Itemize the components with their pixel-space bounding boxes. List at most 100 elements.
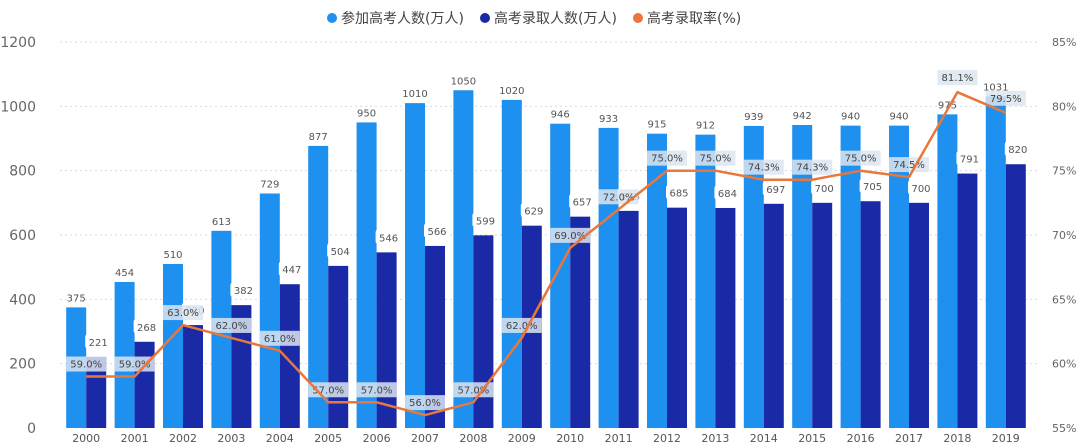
rate-label-bg: [985, 90, 1026, 106]
bar-admitted[interactable]: [134, 341, 155, 428]
x-tick: 2015: [798, 432, 826, 445]
rate-label: 56.0%: [409, 398, 441, 409]
rate-label-bg: [743, 159, 784, 175]
rate-label: 75.0%: [700, 154, 732, 165]
bar-label-applicants: 915: [647, 120, 666, 131]
bar-applicants[interactable]: [937, 114, 958, 428]
bar-admitted[interactable]: [812, 202, 833, 428]
x-tick: 2016: [847, 432, 875, 445]
rate-label: 72.0%: [603, 192, 635, 203]
bar-admitted[interactable]: [279, 284, 300, 428]
rate-label-bg: [259, 330, 300, 346]
bar-applicants[interactable]: [647, 133, 667, 429]
y-tick-left: 400: [9, 292, 36, 308]
bar-applicants[interactable]: [259, 193, 280, 428]
bar-applicants[interactable]: [792, 124, 813, 429]
bar-admitted[interactable]: [570, 216, 591, 428]
bar-label-admitted: 697: [766, 185, 785, 196]
bar-admitted[interactable]: [376, 252, 397, 428]
bar-applicants[interactable]: [598, 127, 619, 428]
bar-applicants[interactable]: [889, 125, 909, 428]
bar-admitted[interactable]: [183, 325, 203, 428]
legend-item-rate[interactable]: 高考录取率(%): [633, 10, 741, 27]
bar-admitted[interactable]: [618, 210, 639, 428]
bar-label-applicants: 454: [115, 268, 134, 279]
y-tick-left: 1200: [0, 35, 36, 51]
bar-applicants[interactable]: [695, 134, 716, 428]
bar-label-admitted: 700: [815, 184, 834, 195]
bar-label-admitted: 382: [234, 286, 253, 297]
bar-label-admitted-bg: [859, 178, 886, 194]
bar-applicants[interactable]: [163, 263, 183, 428]
x-axis: 2000 2001 2002 2003 2004 2005 2006 2007 2008 2009…: [72, 432, 1020, 445]
bar-applicants[interactable]: [405, 103, 425, 428]
bar-admitted[interactable]: [328, 265, 349, 428]
rate-label-bg: [647, 150, 687, 166]
rate-label: 69.0%: [554, 231, 586, 242]
x-tick: 2007: [411, 432, 439, 445]
bar-applicants[interactable]: [453, 90, 474, 428]
bar-applicants[interactable]: [308, 145, 329, 429]
bar-applicants[interactable]: [550, 123, 571, 428]
bar-applicants[interactable]: [501, 99, 522, 429]
legend[interactable]: 参加高考人数(万人) 高考录取人数(万人) 高考录取率(%): [327, 10, 741, 27]
y-tick-right: 70%: [1052, 229, 1076, 242]
x-tick: 2009: [508, 432, 536, 445]
legend-marker-admitted: [480, 13, 490, 23]
bar-label-admitted-bg: [811, 179, 838, 195]
bar-applicants[interactable]: [114, 281, 135, 428]
bar-admitted[interactable]: [473, 235, 494, 428]
bar-admitted[interactable]: [763, 203, 784, 428]
bar-label-admitted: 447: [282, 265, 301, 276]
bar-label-admitted: 684: [718, 189, 737, 200]
bar-admitted[interactable]: [667, 207, 687, 428]
legend-item-admitted[interactable]: 高考录取人数(万人): [480, 10, 617, 27]
bar-label-applicants: 1050: [451, 76, 476, 87]
legend-item-applicants[interactable]: 参加高考人数(万人): [327, 10, 464, 27]
rate-line-path[interactable]: [86, 90, 1007, 417]
rate-label: 74.5%: [893, 160, 925, 171]
bar-admitted[interactable]: [231, 305, 252, 428]
rate-label-bg: [163, 305, 203, 321]
bar-applicants[interactable]: [356, 122, 377, 429]
x-tick: 2001: [121, 432, 149, 445]
bar-label-admitted: 504: [331, 247, 350, 258]
bar-label-admitted: 221: [89, 338, 108, 349]
y-tick-right: 55%: [1052, 422, 1076, 435]
bar-label-applicants: 933: [599, 114, 618, 125]
rate-value-labels: 59.0% 59.0% 63.0% 62.0% 61.0% 57.0% 57.0% 56.0%…: [66, 70, 1026, 411]
bar-admitted[interactable]: [860, 201, 881, 428]
y-tick-left: 200: [9, 357, 36, 373]
bar-label-applicants: 939: [744, 112, 763, 123]
bar-label-admitted: 657: [573, 198, 592, 209]
bar-admitted[interactable]: [1005, 164, 1026, 428]
bar-label-admitted-bg: [278, 261, 305, 277]
bar-admitted[interactable]: [909, 202, 929, 428]
bar-label-applicants: 877: [309, 132, 328, 143]
bar-label-admitted: 268: [137, 323, 156, 334]
bar-label-admitted-bg: [375, 229, 402, 245]
bar-label-admitted-bg: [520, 202, 547, 218]
bar-admitted[interactable]: [715, 207, 736, 428]
legend-label-admitted: 高考录取人数(万人): [494, 10, 617, 27]
bar-applicants[interactable]: [840, 125, 861, 428]
x-tick: 2017: [895, 432, 923, 445]
bar-admitted[interactable]: [86, 356, 107, 428]
y-tick-left: 600: [9, 228, 36, 244]
bar-admitted[interactable]: [957, 173, 978, 428]
bar-label-admitted: 705: [863, 182, 882, 193]
bar-label-admitted-bg: [1004, 141, 1031, 157]
bar-label-applicants: 1031: [983, 82, 1008, 93]
bar-applicants[interactable]: [985, 96, 1006, 428]
bar-applicants[interactable]: [743, 125, 764, 428]
bar-admitted[interactable]: [425, 245, 445, 428]
rate-label: 62.0%: [216, 321, 248, 332]
rate-label: 75.0%: [651, 154, 683, 165]
rate-label-bg: [114, 356, 155, 372]
x-tick: 2019: [992, 432, 1020, 445]
bar-label-applicants: 1010: [402, 89, 427, 100]
bar-label-admitted-bg: [85, 333, 112, 349]
bar-label-applicants: 975: [938, 100, 957, 111]
rate-label-bg: [695, 150, 736, 166]
